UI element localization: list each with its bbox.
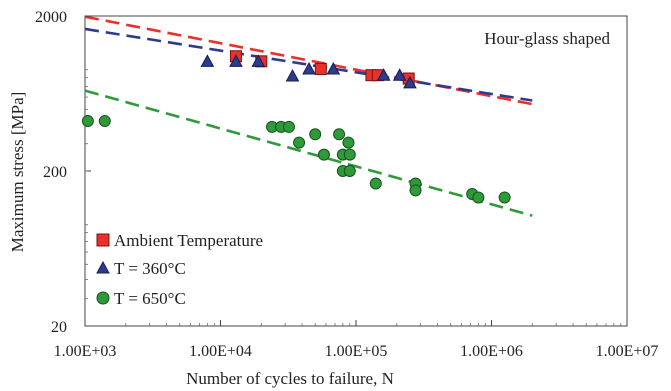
y-tick-label: 200 [43, 164, 67, 181]
y-axis-title: Maximum stress [MPa] [8, 92, 27, 253]
legend-circle-marker [96, 291, 110, 305]
data-point-circle [498, 191, 511, 204]
data-point-triangle [403, 75, 417, 89]
data-point-circle [333, 128, 346, 141]
data-point-circle [343, 148, 356, 161]
data-point-square [314, 63, 327, 76]
legend-item-650: T = 650°C [96, 289, 186, 308]
legend: Ambient Temperature T = 360°C T = 650°C [96, 231, 263, 308]
data-point-circle [98, 115, 111, 128]
x-axis-title: Number of cycles to failure, N [186, 369, 394, 388]
data-point-circle [81, 115, 94, 128]
x-tick-label: 1.00E+06 [460, 343, 523, 360]
x-tick-label: 1.00E+05 [325, 343, 388, 360]
legend-label-360: T = 360°C [114, 259, 186, 278]
trend-line [84, 27, 533, 102]
x-tick-label: 1.00E+07 [596, 343, 659, 360]
legend-label-ambient: Ambient Temperature [114, 231, 263, 250]
data-point-triangle [229, 54, 243, 67]
data-point-circle [342, 136, 355, 149]
chart-annotation: Hour-glass shaped [484, 29, 610, 48]
data-point-triangle [326, 61, 341, 75]
legend-square-marker [96, 233, 110, 247]
x-axis-ticks: 1.00E+03 1.00E+04 1.00E+05 1.00E+06 1.00E+07 [54, 320, 659, 360]
plot-area [81, 15, 628, 327]
y-axis-ticks: 20 200 2000 [35, 9, 91, 336]
data-point-circle [317, 148, 330, 161]
trend-line [84, 15, 533, 106]
legend-triangle-marker [96, 260, 110, 274]
data-point-circle [369, 177, 382, 190]
x-tick-label: 1.00E+04 [189, 343, 252, 360]
data-point-circle [282, 120, 295, 133]
trend-lines [84, 15, 533, 217]
legend-item-ambient: Ambient Temperature [96, 231, 263, 250]
data-point-triangle [200, 54, 215, 67]
data-markers [81, 50, 511, 204]
data-point-triangle [376, 68, 391, 81]
data-point-circle [343, 165, 356, 177]
trend-line [84, 89, 533, 217]
legend-label-650: T = 650°C [114, 289, 186, 308]
data-point-circle [309, 128, 322, 141]
data-point-circle [409, 184, 422, 197]
y-tick-label: 2000 [35, 9, 67, 26]
data-point-triangle [285, 68, 300, 82]
data-point-triangle [302, 61, 316, 75]
data-point-triangle [392, 68, 407, 81]
legend-item-360: T = 360°C [96, 259, 186, 278]
data-point-circle [293, 136, 306, 149]
data-point-circle [472, 191, 485, 204]
data-point-triangle [251, 54, 266, 67]
x-tick-label: 1.00E+03 [54, 343, 117, 360]
y-tick-label: 20 [51, 319, 67, 336]
